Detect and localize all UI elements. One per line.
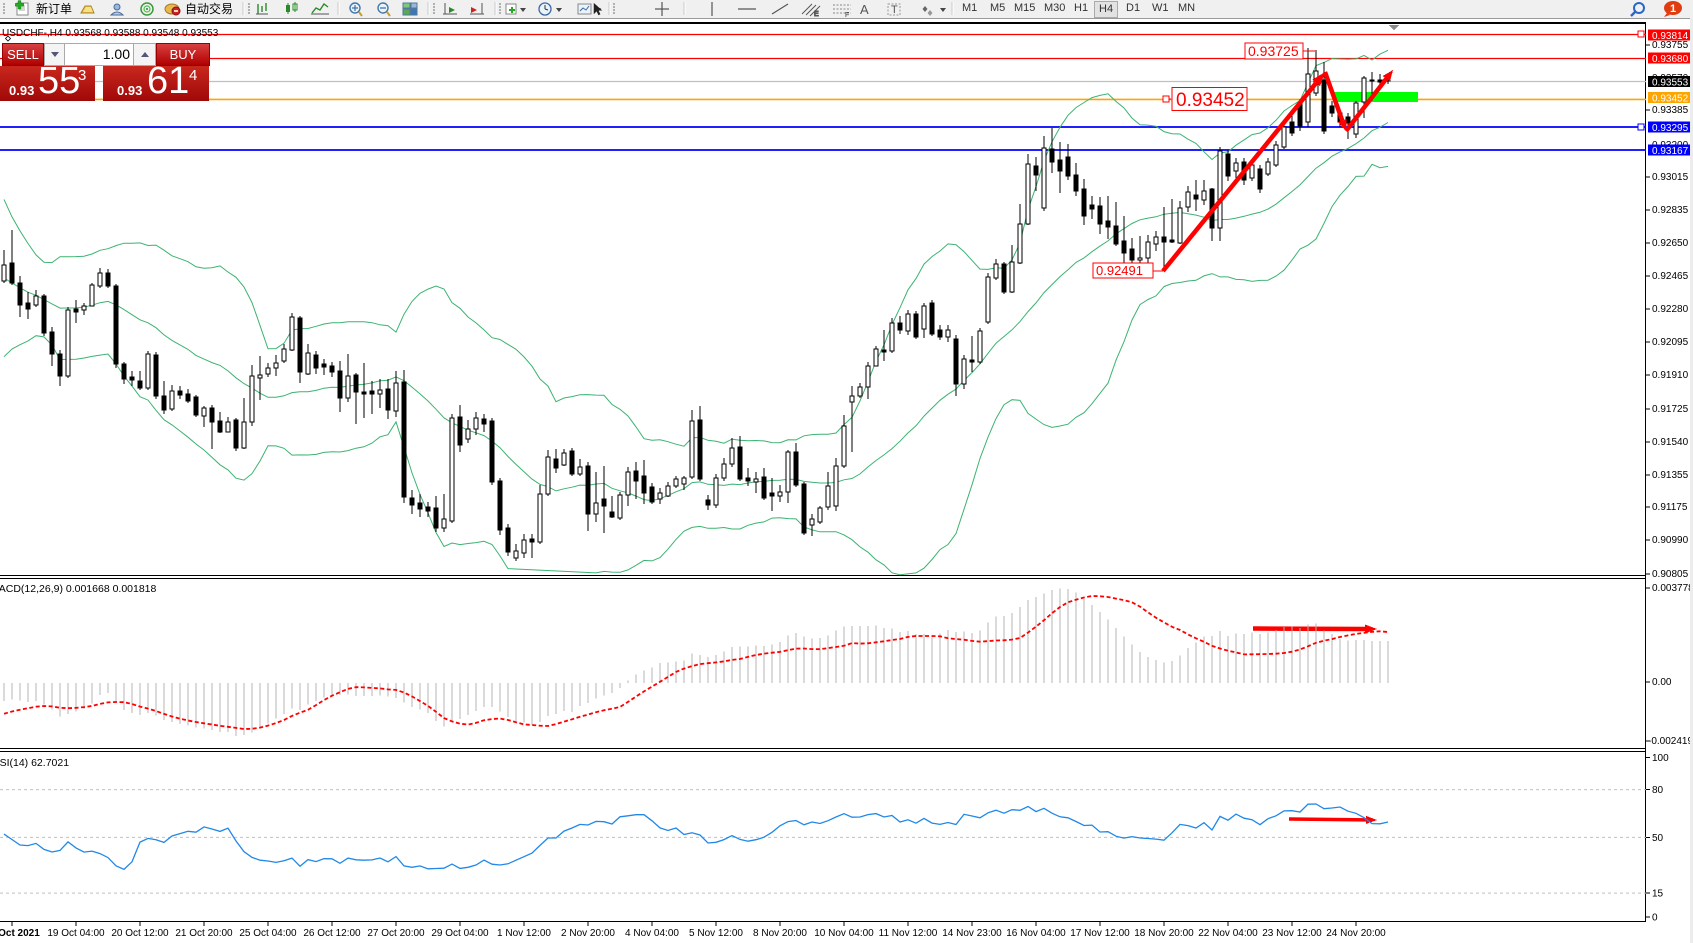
- svg-text:自动交易: 自动交易: [185, 1, 233, 16]
- svg-text:0.93015: 0.93015: [1652, 172, 1689, 183]
- svg-text:2 Nov 20:00: 2 Nov 20:00: [561, 928, 615, 939]
- svg-text:0.92280: 0.92280: [1652, 304, 1689, 315]
- svg-text:0.93680: 0.93680: [1652, 54, 1689, 65]
- svg-text:0.93167: 0.93167: [1652, 146, 1689, 157]
- svg-text:0.91540: 0.91540: [1652, 437, 1689, 448]
- svg-text:1 Nov 12:00: 1 Nov 12:00: [497, 928, 551, 939]
- svg-text:-0.002419: -0.002419: [1648, 736, 1693, 747]
- svg-text:T: T: [891, 4, 898, 16]
- svg-text:0.93725: 0.93725: [1248, 43, 1299, 59]
- svg-text:0.92465: 0.92465: [1652, 271, 1689, 282]
- svg-text:0.91725: 0.91725: [1652, 404, 1689, 415]
- svg-text:21 Oct 20:00: 21 Oct 20:00: [175, 928, 233, 939]
- svg-text:27 Oct 20:00: 27 Oct 20:00: [367, 928, 425, 939]
- svg-text:0.93295: 0.93295: [1652, 123, 1689, 134]
- svg-text:11 Nov 12:00: 11 Nov 12:00: [879, 928, 938, 939]
- svg-text:新订单: 新订单: [36, 1, 72, 16]
- svg-text:0.93755: 0.93755: [1652, 40, 1689, 51]
- svg-text:18 Nov 20:00: 18 Nov 20:00: [1134, 928, 1194, 939]
- svg-text:14 Nov 23:00: 14 Nov 23:00: [942, 928, 1002, 939]
- svg-text:0.92095: 0.92095: [1652, 337, 1689, 348]
- svg-text:50: 50: [1652, 833, 1664, 844]
- svg-text:0: 0: [1652, 913, 1658, 924]
- svg-text:1: 1: [1670, 3, 1676, 15]
- svg-text:19 Oct 04:00: 19 Oct 04:00: [47, 928, 105, 939]
- svg-text:0.003778: 0.003778: [1652, 583, 1693, 594]
- svg-text:RSI(14) 62.7021: RSI(14) 62.7021: [0, 757, 69, 769]
- svg-text:0.91175: 0.91175: [1652, 502, 1688, 513]
- svg-text:0.92491: 0.92491: [1096, 263, 1143, 278]
- svg-text:5 Nov 12:00: 5 Nov 12:00: [689, 928, 743, 939]
- svg-text:0.93553: 0.93553: [1652, 78, 1689, 89]
- svg-text:0.93814: 0.93814: [1652, 31, 1689, 42]
- svg-text:15: 15: [1652, 889, 1664, 900]
- svg-text:0.93385: 0.93385: [1652, 105, 1689, 116]
- svg-text:0.92835: 0.92835: [1652, 205, 1689, 216]
- svg-text:F: F: [845, 12, 849, 18]
- svg-text:0.93452: 0.93452: [1176, 90, 1245, 111]
- svg-text:0.92650: 0.92650: [1652, 238, 1689, 249]
- svg-text:29 Oct 04:00: 29 Oct 04:00: [431, 928, 489, 939]
- svg-text:0.91355: 0.91355: [1652, 470, 1689, 481]
- svg-text:16 Nov 04:00: 16 Nov 04:00: [1006, 928, 1066, 939]
- svg-text:22 Nov 04:00: 22 Nov 04:00: [1198, 928, 1258, 939]
- svg-text:8 Nov 20:00: 8 Nov 20:00: [753, 928, 807, 939]
- svg-text:0.00: 0.00: [1652, 677, 1672, 688]
- svg-text:18 Oct 2021: 18 Oct 2021: [0, 928, 40, 939]
- svg-text:24 Nov 20:00: 24 Nov 20:00: [1326, 928, 1386, 939]
- svg-text:10 Nov 04:00: 10 Nov 04:00: [814, 928, 874, 939]
- svg-text:25 Oct 04:00: 25 Oct 04:00: [239, 928, 297, 939]
- svg-text:20 Oct 12:00: 20 Oct 12:00: [111, 928, 169, 939]
- svg-text:MACD(12,26,9) 0.001668 0.00181: MACD(12,26,9) 0.001668 0.001818: [0, 583, 157, 595]
- svg-text:E: E: [814, 11, 819, 18]
- svg-text:0.91910: 0.91910: [1652, 370, 1689, 381]
- svg-text:17 Nov 12:00: 17 Nov 12:00: [1070, 928, 1130, 939]
- svg-text:23 Nov 12:00: 23 Nov 12:00: [1262, 928, 1322, 939]
- svg-text:26 Oct 12:00: 26 Oct 12:00: [303, 928, 361, 939]
- svg-text:USDCHF-,H4 0.93568 0.93588 0.: USDCHF-,H4 0.93568 0.93588 0.93548 0.935…: [2, 28, 219, 39]
- svg-text:4 Nov 04:00: 4 Nov 04:00: [625, 928, 679, 939]
- svg-text:0.93452: 0.93452: [1652, 94, 1689, 105]
- svg-text:0.90805: 0.90805: [1652, 569, 1689, 580]
- svg-text:0.90990: 0.90990: [1652, 535, 1689, 546]
- svg-text:100: 100: [1652, 753, 1669, 764]
- svg-text:80: 80: [1652, 785, 1664, 796]
- svg-text:A: A: [860, 2, 869, 17]
